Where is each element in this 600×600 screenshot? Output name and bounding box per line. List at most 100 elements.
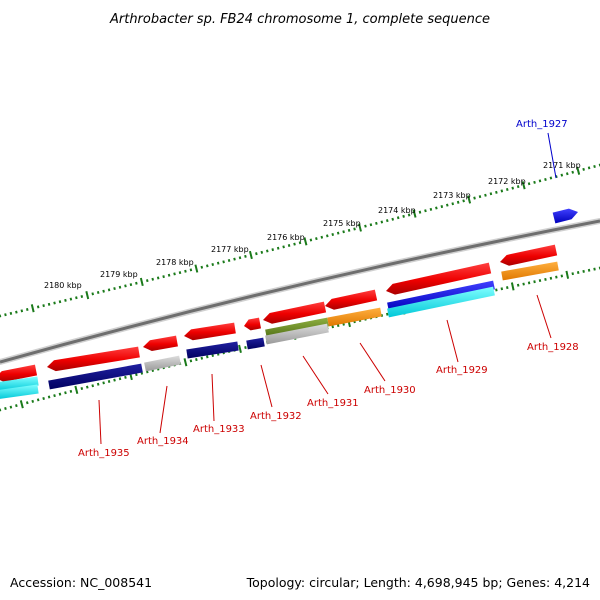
tick-mark bbox=[516, 185, 520, 189]
tick-mark bbox=[265, 249, 269, 253]
tick-mark bbox=[500, 189, 504, 193]
leader-line bbox=[211, 373, 215, 422]
tick-label: 2176 kbp bbox=[267, 233, 305, 242]
tick-label: 2180 kbp bbox=[44, 281, 82, 290]
tick-label: 2174 kbp bbox=[378, 206, 416, 215]
tick-mark bbox=[58, 300, 62, 304]
tick-mark bbox=[80, 294, 84, 298]
tick-mark bbox=[233, 257, 236, 261]
tick-mark bbox=[42, 396, 45, 400]
tick-mark bbox=[298, 241, 302, 245]
tick-mark bbox=[380, 220, 384, 224]
gene-label-arth-1935[interactable]: Arth_1935 bbox=[78, 448, 130, 459]
tick-mark bbox=[184, 269, 187, 273]
tick-mark bbox=[9, 311, 13, 315]
tick-label: 2175 kbp bbox=[323, 219, 361, 228]
tick-mark bbox=[429, 207, 433, 211]
tick-mark bbox=[342, 230, 345, 234]
outer-tick-track bbox=[0, 163, 600, 318]
tick-mark bbox=[538, 279, 542, 283]
tick-mark bbox=[386, 312, 389, 316]
tick-mark bbox=[139, 277, 144, 287]
cog-bar bbox=[246, 337, 265, 350]
tick-mark bbox=[113, 378, 116, 382]
leader-line bbox=[359, 342, 386, 382]
gene-label-arth-1933[interactable]: Arth_1933 bbox=[193, 424, 245, 435]
tick-mark bbox=[42, 304, 45, 308]
tick-mark bbox=[107, 379, 111, 384]
tick-mark bbox=[380, 313, 384, 317]
tick-mark bbox=[369, 223, 373, 227]
tick-mark bbox=[135, 373, 138, 377]
tick-mark bbox=[555, 175, 558, 179]
tick-mark bbox=[276, 246, 280, 250]
tick-mark bbox=[156, 276, 160, 280]
tick-mark bbox=[238, 344, 242, 354]
tick-mark bbox=[412, 209, 417, 218]
tick-mark bbox=[391, 217, 395, 221]
cog-bar bbox=[327, 307, 382, 327]
gene-arrow-reverse bbox=[325, 289, 378, 310]
tick-mark bbox=[527, 182, 531, 186]
tick-mark bbox=[244, 346, 247, 350]
tick-mark bbox=[248, 250, 253, 260]
tick-mark bbox=[69, 297, 73, 301]
tick-mark bbox=[216, 261, 220, 265]
gene-label-arth-1932[interactable]: Arth_1932 bbox=[250, 411, 302, 422]
tick-mark bbox=[167, 273, 171, 277]
tick-mark bbox=[522, 282, 525, 286]
leader-line bbox=[446, 319, 459, 363]
tick-mark bbox=[178, 271, 182, 275]
gene-label-arth-1930[interactable]: Arth_1930 bbox=[364, 385, 416, 396]
tick-mark bbox=[549, 176, 553, 180]
tick-mark bbox=[560, 173, 564, 177]
tick-label: 2177 kbp bbox=[211, 245, 249, 254]
cog-bar bbox=[265, 323, 329, 345]
tick-mark bbox=[183, 358, 188, 367]
tick-label: 2179 kbp bbox=[100, 270, 138, 279]
tick-mark bbox=[211, 263, 215, 267]
tick-mark bbox=[331, 325, 334, 329]
tick-mark bbox=[271, 248, 275, 252]
gene-label-arth-1929[interactable]: Arth_1929 bbox=[436, 365, 488, 376]
gene-label-arth-1928[interactable]: Arth_1928 bbox=[527, 342, 579, 353]
gene-arrow-reverse bbox=[500, 244, 558, 266]
tick-mark bbox=[473, 196, 476, 200]
tick-mark bbox=[135, 281, 138, 285]
tick-mark bbox=[85, 385, 89, 389]
tick-mark bbox=[118, 285, 122, 289]
leader-line bbox=[98, 399, 102, 445]
gene-arrow-reverse bbox=[184, 322, 236, 341]
gene-arrow-reverse bbox=[386, 262, 492, 295]
tick-mark bbox=[64, 298, 67, 302]
tick-mark bbox=[435, 206, 438, 210]
gene-label-arth-1931[interactable]: Arth_1931 bbox=[307, 398, 359, 409]
cog-bar bbox=[0, 384, 39, 399]
tick-mark bbox=[211, 354, 215, 358]
tick-mark bbox=[565, 270, 570, 279]
tick-mark bbox=[484, 193, 487, 197]
cog-bar bbox=[501, 261, 559, 281]
tick-mark bbox=[521, 181, 526, 190]
tick-mark bbox=[353, 227, 356, 231]
tick-mark bbox=[19, 400, 24, 409]
tick-mark bbox=[462, 199, 465, 203]
gene-arrow-reverse bbox=[143, 335, 178, 352]
tick-mark bbox=[260, 250, 264, 254]
cog-bar bbox=[48, 363, 143, 390]
tick-mark bbox=[560, 274, 564, 278]
genome-summary-text: Topology: circular; Length: 4,698,945 bp… bbox=[246, 575, 590, 590]
gene-arrow-reverse bbox=[47, 346, 140, 372]
tick-mark bbox=[124, 375, 127, 379]
tick-mark bbox=[30, 304, 35, 313]
tick-mark bbox=[47, 395, 51, 399]
tick-mark bbox=[510, 282, 515, 291]
tick-mark bbox=[205, 264, 209, 268]
leader-line bbox=[302, 355, 329, 395]
tick-mark bbox=[4, 313, 7, 317]
gene-label-arth-1934[interactable]: Arth_1934 bbox=[137, 436, 189, 447]
gene-label-arth-1927[interactable]: Arth_1927 bbox=[516, 119, 568, 130]
tick-mark bbox=[506, 286, 509, 290]
tick-mark bbox=[124, 284, 127, 288]
tick-mark bbox=[440, 205, 444, 209]
